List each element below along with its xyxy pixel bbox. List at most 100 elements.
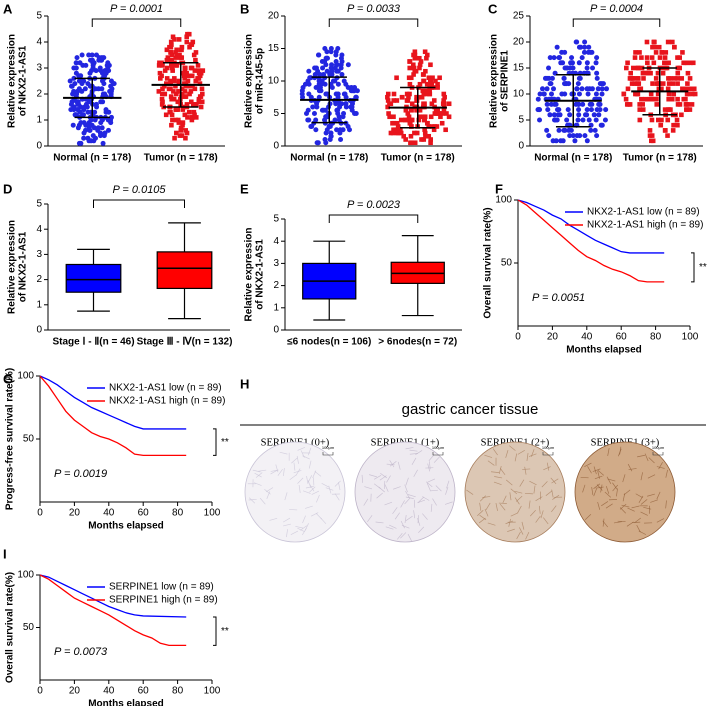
data-point <box>168 109 173 115</box>
y-axis-label: of SERPINE1 <box>500 50 511 112</box>
data-point <box>177 99 183 105</box>
data-point <box>414 130 420 136</box>
tissue-texture <box>394 512 400 520</box>
x-tick-label: Stage Ⅰ - Ⅱ(n = 46) <box>52 337 134 348</box>
data-point <box>639 96 644 102</box>
data-point <box>162 91 168 97</box>
data-point <box>660 81 666 86</box>
data-point <box>187 91 192 97</box>
x-axis-label: Months elapsed <box>88 521 164 532</box>
x-tick-label: > 6nodes(n = 72) <box>378 337 457 348</box>
data-point <box>196 70 202 76</box>
data-point <box>169 65 175 71</box>
tissue-texture <box>479 514 487 521</box>
data-point <box>443 127 448 133</box>
data-point <box>408 133 414 139</box>
y-axis-label: Relative expression <box>7 34 18 128</box>
tissue-texture <box>552 494 560 500</box>
data-point <box>632 55 638 60</box>
data-point <box>327 101 333 107</box>
data-point <box>662 55 668 60</box>
data-point <box>99 55 105 61</box>
x-tick-label: 60 <box>138 508 150 519</box>
data-point <box>591 112 597 118</box>
tissue-texture <box>254 472 262 478</box>
tissue-texture <box>252 469 261 473</box>
tissue-texture <box>510 512 519 517</box>
legend-label: SERPINE1 low (n = 89) <box>109 582 214 593</box>
tissue-texture <box>302 515 306 524</box>
data-point <box>685 81 690 86</box>
data-point <box>662 128 668 133</box>
data-point <box>594 70 600 76</box>
tissue-texture <box>405 515 413 521</box>
box <box>65 263 122 293</box>
data-point <box>185 115 190 120</box>
tissue-texture <box>593 488 597 497</box>
data-point <box>655 91 661 97</box>
tissue-texture <box>432 498 437 506</box>
data-point <box>412 52 418 58</box>
data-point <box>105 127 111 133</box>
ihc-panel: H gastric cancer tissue SERPINE1 (0+)100… <box>240 376 706 543</box>
p-value: P = 0.0105 <box>112 184 166 196</box>
data-point <box>71 88 77 94</box>
data-point <box>182 89 188 94</box>
tissue-texture <box>622 474 626 483</box>
data-point <box>190 39 196 45</box>
tissue-texture <box>591 486 594 496</box>
data-point <box>561 127 567 133</box>
data-point <box>548 91 554 97</box>
tissue-texture <box>386 463 395 466</box>
data-point <box>690 60 696 66</box>
data-point <box>665 133 670 138</box>
data-point <box>168 44 174 50</box>
data-point <box>332 117 338 123</box>
data-point <box>168 86 173 92</box>
data-point <box>575 101 581 107</box>
tissue-texture <box>428 454 435 462</box>
data-point <box>404 91 410 97</box>
tissue-texture <box>551 505 557 513</box>
data-point <box>103 107 109 113</box>
data-point <box>198 104 204 110</box>
data-point <box>666 60 671 66</box>
data-point <box>335 46 341 51</box>
tissue-texture <box>270 469 279 472</box>
data-point <box>655 70 661 76</box>
data-point <box>183 70 189 76</box>
data-point <box>663 50 669 55</box>
data-point <box>439 120 445 126</box>
data-point <box>175 117 181 123</box>
data-point <box>587 101 593 107</box>
data-point <box>649 133 655 138</box>
tissue-texture <box>499 503 506 511</box>
data-point <box>537 91 543 97</box>
data-point <box>164 76 170 81</box>
p-value: P = 0.0033 <box>347 3 401 15</box>
tissue-texture <box>444 501 453 505</box>
tissue-texture <box>607 478 616 482</box>
data-point <box>575 117 581 123</box>
significance-bracket <box>93 199 185 208</box>
data-point <box>431 98 437 103</box>
tissue-core <box>354 441 456 543</box>
tissue-texture <box>411 457 417 466</box>
data-point <box>430 75 435 81</box>
data-point <box>658 122 664 128</box>
significance-bracket <box>213 616 217 646</box>
y-axis-label: of NKX2-1-AS1 <box>255 239 266 310</box>
data-point <box>653 50 659 55</box>
data-point <box>426 75 432 81</box>
data-point <box>182 65 188 71</box>
data-point <box>183 128 188 133</box>
tissue-texture <box>613 521 622 524</box>
data-point <box>674 117 680 123</box>
data-point <box>660 70 666 76</box>
data-point <box>182 68 188 73</box>
tissue-texture <box>637 454 646 458</box>
y-tick-label: 3 <box>36 63 42 74</box>
data-point <box>323 114 329 120</box>
data-point <box>672 76 677 81</box>
tissue-texture <box>493 481 502 485</box>
